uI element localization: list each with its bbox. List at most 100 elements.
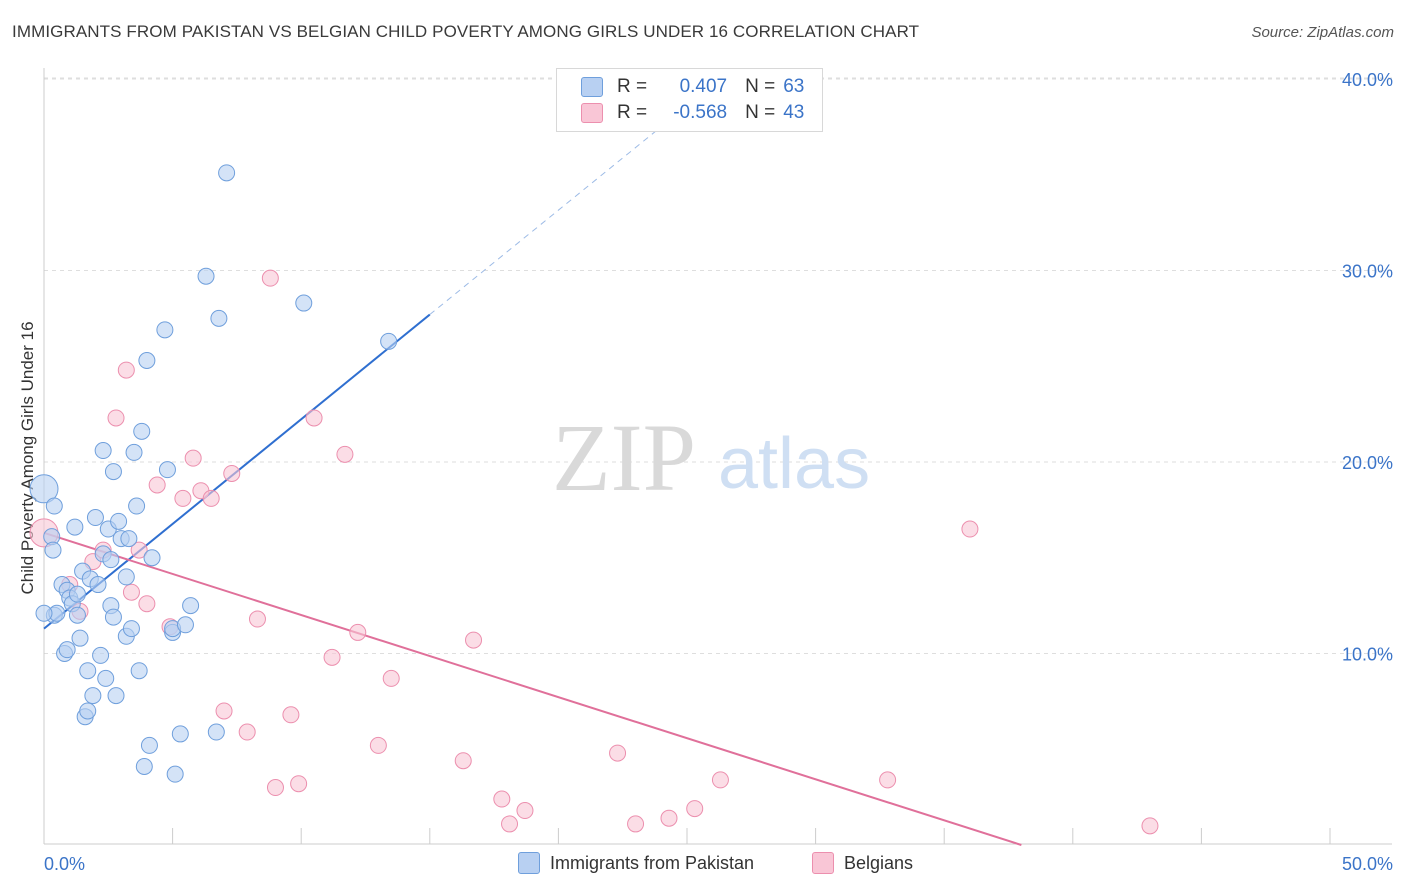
pakistan-point — [176, 616, 194, 634]
belgian-point — [174, 489, 192, 507]
pakistan-point — [130, 662, 148, 680]
pakistan-point — [143, 549, 161, 567]
trend-lines — [43, 105, 1022, 846]
pakistan-point — [94, 442, 112, 460]
belgian-point — [107, 409, 125, 427]
y-tick-label: 10.0% — [1342, 645, 1393, 665]
watermark-zip: ZIP — [552, 404, 696, 511]
r-value: 0.407 — [679, 76, 728, 97]
source-label: Source: ZipAtlas.com — [1251, 24, 1394, 41]
pakistan-point — [79, 702, 97, 720]
pakistan-point — [128, 497, 146, 515]
data-points — [29, 164, 1159, 835]
belgian-trend-line — [43, 531, 1022, 846]
x-tick-label: 0.0% — [44, 854, 85, 874]
x-tick-label: 50.0% — [1342, 854, 1393, 874]
n-label: N = — [745, 76, 776, 97]
pakistan-point — [44, 541, 62, 559]
belgian-point — [261, 269, 279, 287]
pakistan-point — [89, 576, 107, 594]
belgian-point — [660, 809, 678, 827]
pakistan-point — [158, 461, 176, 479]
pakistan-point — [35, 604, 53, 622]
belgian-point — [215, 702, 233, 720]
belgian-point — [501, 815, 519, 833]
pakistan-point — [135, 757, 153, 775]
pakistan-point — [133, 422, 151, 440]
pakistan-point — [156, 321, 174, 339]
pakistan-point — [92, 646, 110, 664]
tick-labels: 10.0% 20.0% 30.0% 40.0% 0.0% 50.0% — [44, 70, 1393, 874]
legend-label: Belgians — [844, 852, 914, 873]
pakistan-legend-icon — [518, 852, 540, 874]
y-tick-label: 40.0% — [1342, 70, 1393, 90]
belgian-point — [627, 815, 645, 833]
pakistan-point — [125, 443, 143, 461]
pakistan-point — [86, 509, 104, 527]
legend-item-pakistan[interactable]: Immigrants from Pakistan — [518, 852, 754, 874]
belgian-point — [686, 800, 704, 818]
axes — [43, 68, 1392, 845]
belgian-point — [711, 771, 729, 789]
belgian-point — [202, 489, 220, 507]
n-value: 63 — [783, 76, 805, 97]
belgian-point — [349, 623, 367, 641]
pakistan-point — [197, 267, 215, 285]
correlation-stats-box: R = 0.407 N = 63 R = -0.568 N = 43 — [556, 68, 823, 132]
pakistan-point — [71, 629, 89, 647]
belgian-point — [148, 476, 166, 494]
n-value: 43 — [783, 102, 805, 123]
pakistan-point — [104, 463, 122, 481]
pakistan-point — [171, 725, 189, 743]
grid-lines — [44, 77, 1392, 654]
belgian-point — [248, 610, 266, 628]
belgian-point — [305, 409, 323, 427]
belgian-point — [465, 631, 483, 649]
pakistan-point — [166, 765, 184, 783]
pakistan-point — [120, 530, 138, 548]
pakistan-point — [295, 294, 313, 312]
belgian-point — [184, 449, 202, 467]
belgian-point — [609, 744, 627, 762]
pakistan-point — [207, 723, 225, 741]
r-value: -0.568 — [673, 102, 728, 123]
y-axis-label: Child Poverty Among Girls Under 16 — [18, 321, 37, 594]
pakistan-point — [68, 606, 86, 624]
belgian-point — [323, 648, 341, 666]
belgian-point — [879, 771, 897, 789]
pakistan-point — [102, 551, 120, 569]
belgian-point — [454, 752, 472, 770]
belgian-point — [369, 736, 387, 754]
watermark-atlas: atlas — [718, 424, 870, 504]
belgian-point — [238, 723, 256, 741]
pakistan-point — [68, 585, 86, 603]
pakistan-point — [122, 620, 140, 638]
pakistan-point — [29, 474, 59, 504]
pakistan-point — [117, 568, 135, 586]
pakistan-point — [110, 512, 128, 530]
stats-row-belgians: R = -0.568 N = 43 — [581, 101, 804, 125]
pakistan-point — [104, 608, 122, 626]
pakistan-point — [58, 641, 76, 659]
belgian-point — [516, 802, 534, 820]
pakistan-point — [107, 687, 125, 705]
pakistan-point — [66, 518, 84, 536]
belgian-point — [282, 706, 300, 724]
pakistan-point — [140, 736, 158, 754]
pakistan-point — [45, 497, 63, 515]
y-tick-label: 30.0% — [1342, 262, 1393, 282]
pakistan-point — [380, 332, 398, 350]
belgian-point — [223, 464, 241, 482]
belgian-swatch-icon — [581, 103, 603, 123]
belgian-point — [117, 361, 135, 379]
pakistan-swatch-icon — [581, 77, 603, 97]
belgian-point — [266, 779, 284, 797]
belgian-point — [961, 520, 979, 538]
pakistan-point — [218, 164, 236, 182]
legend-item-belgians[interactable]: Belgians — [812, 852, 913, 874]
r-label: R = — [617, 76, 648, 97]
belgian-point — [138, 595, 156, 613]
pakistan-point — [84, 687, 102, 705]
pakistan-point — [138, 352, 156, 370]
